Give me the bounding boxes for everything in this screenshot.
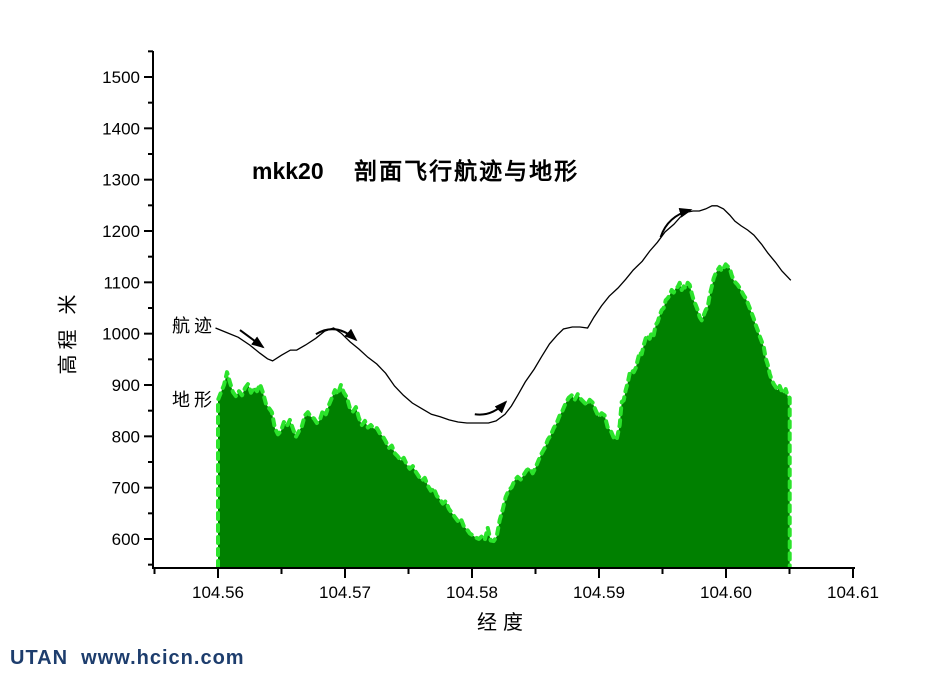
x-tick-label: 104.57	[319, 583, 371, 602]
flight-direction-arrow	[659, 207, 693, 238]
terrain-series-label: 地形	[172, 390, 216, 410]
x-tick-label: 104.60	[700, 583, 752, 602]
y-tick-label: 800	[112, 427, 140, 446]
y-tick-label: 600	[112, 530, 140, 549]
direction-arrows	[239, 207, 693, 416]
flight-direction-arrow	[239, 329, 265, 349]
chart-title-text: 剖面飞行航迹与地形	[354, 159, 580, 184]
watermark-text: UTAN www.hcicn.com	[10, 647, 245, 669]
chart-title-id: mkk20	[252, 158, 324, 184]
x-tick-label: 104.59	[573, 583, 625, 602]
y-tick-label: 1500	[102, 68, 140, 87]
x-axis-label: 经度	[477, 612, 529, 634]
y-tick-label: 900	[112, 376, 140, 395]
y-tick-label: 1400	[102, 119, 140, 138]
y-tick-label: 1300	[102, 171, 140, 190]
chart-title: mkk20 剖面飞行航迹与地形	[252, 152, 579, 186]
tick-labels: 600 700 800 900 1000 1100 1200 1300 1400 1500 104.…	[102, 68, 879, 602]
y-tick-label: 1000	[102, 325, 140, 344]
y-tick-label: 1100	[103, 273, 140, 292]
y-tick-label: 700	[112, 479, 140, 498]
flight-track-series-label: 航迹	[172, 316, 216, 336]
flight-direction-arrow	[474, 400, 508, 416]
flight-direction-arrow	[315, 328, 358, 342]
terrain-area	[216, 262, 792, 569]
axes	[144, 50, 855, 578]
y-tick-label: 1200	[102, 222, 140, 241]
y-axis-label: 高程 米	[57, 289, 80, 375]
x-tick-label: 104.58	[446, 583, 498, 602]
x-tick-label: 104.56	[192, 583, 244, 602]
x-tick-label: 104.61	[827, 583, 879, 602]
